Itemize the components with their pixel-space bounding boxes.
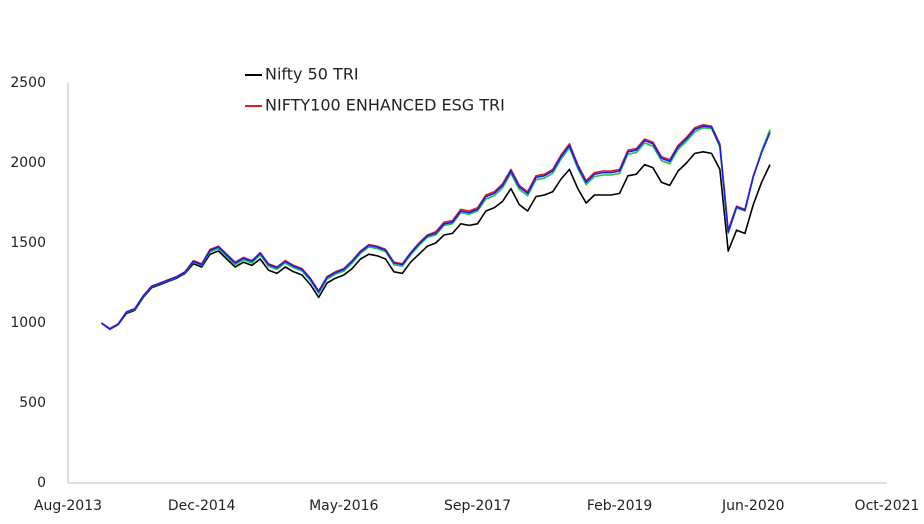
x-tick-label: Oct-2021 <box>855 498 920 514</box>
y-tick-label: 2000 <box>10 155 46 171</box>
legend-label: Nifty 50 TRI <box>265 65 359 84</box>
series-line <box>100 125 771 330</box>
y-tick-label: 1000 <box>10 315 46 331</box>
x-tick-label: Jun-2020 <box>721 498 785 514</box>
series-line <box>100 123 771 330</box>
x-tick-label: Aug-2013 <box>34 498 102 514</box>
x-tick-label: Sep-2017 <box>444 498 511 514</box>
x-tick-label: Dec-2014 <box>168 498 236 514</box>
legend-label: NIFTY100 ENHANCED ESG TRI <box>265 96 505 115</box>
y-tick-label: 0 <box>37 475 46 491</box>
y-tick-label: 500 <box>19 395 46 411</box>
y-tick-label: 1500 <box>10 235 46 251</box>
x-tick-label: Feb-2019 <box>587 498 652 514</box>
x-tick-label: May-2016 <box>309 498 378 514</box>
series-line <box>100 127 771 331</box>
series-line <box>100 151 771 331</box>
y-tick-label: 2500 <box>10 75 46 91</box>
